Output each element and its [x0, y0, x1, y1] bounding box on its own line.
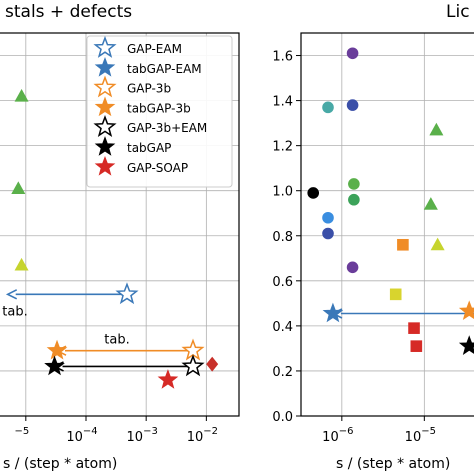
right-axes-frame	[300, 32, 474, 417]
right-y-tick-label: 0.4	[272, 320, 293, 335]
right-data-point-circle	[346, 47, 359, 60]
right-data-point-star	[458, 300, 474, 321]
right-grid	[301, 33, 474, 416]
right-data-point-square	[389, 288, 402, 301]
right-x-tick-label: 10−6	[322, 426, 353, 445]
legend-label: GAP-3b	[127, 82, 171, 96]
right-data-point-square	[397, 238, 409, 251]
right-panel-title: Lic	[446, 2, 470, 22]
left-marks: tab. tab.	[2, 88, 219, 389]
right-data-point-circle	[348, 178, 360, 190]
left-x-axis-label: s / (step * atom)	[3, 456, 117, 472]
right-data-point-triangle	[430, 237, 445, 251]
legend-label: GAP-SOAP	[127, 161, 188, 175]
left-data-point-star	[44, 355, 65, 376]
right-data-point-star	[322, 302, 344, 323]
right-marks	[307, 47, 474, 355]
right-y-tick-label: 1.2	[272, 140, 293, 155]
legend-label: tabGAP	[127, 141, 171, 155]
legend-label: tabGAP-EAM	[127, 62, 202, 76]
left-x-tick-label: −5	[14, 426, 29, 437]
legend-marker	[94, 136, 116, 156]
legend-marker	[94, 96, 116, 117]
left-arrow-head	[5, 289, 18, 300]
left-data-point-star	[181, 354, 205, 377]
right-y-tick-label: 0.2	[272, 365, 293, 380]
right-data-point-triangle	[423, 197, 438, 210]
right-data-point-circle	[322, 211, 334, 224]
right-data-point-circle	[346, 261, 359, 274]
right-y-tick-label: 0.6	[272, 275, 293, 290]
right-data-point-circle	[348, 193, 360, 206]
left-arrow-label: tab.	[2, 304, 27, 319]
right-data-point-square	[408, 322, 420, 334]
left-data-point-diamond	[206, 356, 219, 372]
legend-label: tabGAP-3b	[127, 101, 191, 115]
left-panel-title: stals + defects	[5, 2, 132, 22]
legend: GAP-EAM tabGAP-EAM GAP-3b tabGAP-3b GAP-3b+E…	[86, 35, 233, 188]
left-data-point-star	[157, 369, 179, 389]
right-y-tick-label: 0.0	[272, 410, 293, 425]
right-data-point-circle	[322, 227, 334, 240]
right-y-tick-label: 1.4	[272, 95, 293, 110]
left-data-point-star	[46, 339, 68, 360]
legend-label: GAP-3b+EAM	[127, 121, 207, 135]
left-data-point-triangle	[14, 88, 29, 102]
right-x-axis-label: s / (step * atom)	[336, 456, 450, 472]
legend-box	[86, 35, 233, 188]
right-y-tick-label: 1.6	[272, 50, 293, 65]
right-data-point-circle	[307, 187, 320, 199]
right-y-tick-label: 0.8	[272, 230, 293, 245]
right-data-point-circle	[346, 99, 359, 111]
legend-label: GAP-EAM	[127, 42, 182, 56]
right-panel: Lic 10−6 10−50.00.20.40.60.81.01.21.41.6 …	[272, 2, 474, 472]
right-x-tick-label: 10−5	[405, 426, 436, 445]
left-ticks: −5 10−4 10−3 10−2	[14, 416, 218, 445]
left-axes-frame	[0, 32, 240, 417]
legend-marker	[93, 75, 117, 98]
legend-marker	[93, 35, 117, 58]
right-data-point-triangle	[429, 122, 444, 136]
right-data-point-square	[410, 340, 423, 352]
left-panel: stals + defects tab.tab. −5 10−4 10−3 10−2 …	[0, 2, 240, 472]
left-arrow-label: tab.	[104, 333, 129, 348]
legend-marker	[94, 155, 116, 176]
left-data-point-triangle	[14, 257, 29, 271]
left-x-tick-label: 10−2	[187, 426, 218, 445]
right-y-tick-label: 1.0	[272, 185, 293, 200]
right-data-point-circle	[322, 101, 334, 114]
right-data-point-star	[458, 335, 474, 355]
legend-marker	[94, 56, 116, 77]
left-data-point-triangle	[11, 181, 26, 194]
left-x-tick-label: 10−4	[66, 426, 97, 445]
left-x-tick-label: 10−3	[127, 426, 158, 445]
legend-marker	[93, 115, 117, 138]
left-data-point-star	[115, 282, 139, 305]
right-ticks: 10−6 10−5 0.0 0.2 0.4 0.6 0.8 1.0 1.2 1.4 1.6	[272, 50, 436, 445]
